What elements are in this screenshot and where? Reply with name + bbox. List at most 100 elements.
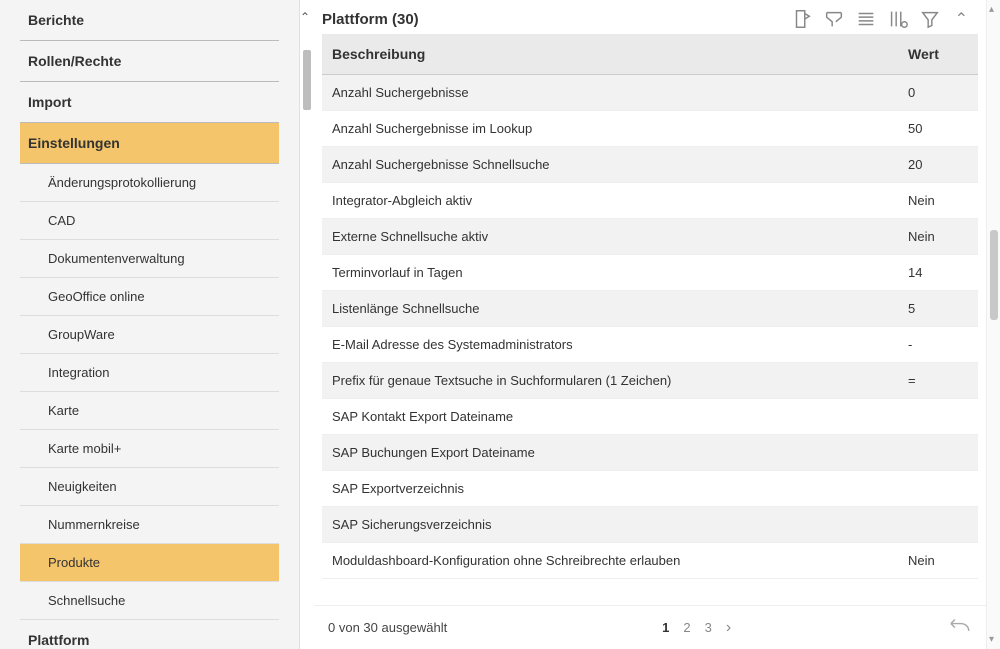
cell-value: Nein bbox=[898, 543, 978, 579]
nav-subitem[interactable]: GeoOffice online bbox=[20, 278, 279, 316]
cell-description: SAP Sicherungsverzeichnis bbox=[322, 507, 898, 543]
nav-subitem[interactable]: Produkte bbox=[20, 544, 279, 582]
funnel-icon[interactable] bbox=[919, 8, 941, 30]
table-row[interactable]: SAP Sicherungsverzeichnis bbox=[322, 507, 978, 543]
settings-table: Beschreibung Wert Anzahl Suchergebnisse0… bbox=[322, 34, 978, 579]
sidebar: Berichte Rollen/Rechte Import Einstellungen… bbox=[0, 0, 300, 649]
collapse-sidebar-icon[interactable]: ⌃ bbox=[300, 10, 310, 24]
nav-label: Schnellsuche bbox=[48, 593, 125, 608]
nav-item[interactable]: Berichte bbox=[20, 0, 279, 41]
nav-item[interactable]: Einstellungen bbox=[20, 123, 279, 164]
cell-value bbox=[898, 471, 978, 507]
cell-description: Listenlänge Schnellsuche bbox=[322, 291, 898, 327]
selection-status: 0 von 30 ausgewählt bbox=[328, 620, 447, 635]
cell-description: SAP Kontakt Export Dateiname bbox=[322, 399, 898, 435]
collapse-panel-icon[interactable]: ⌃ bbox=[949, 9, 974, 29]
table-row[interactable]: Integrator-Abgleich aktivNein bbox=[322, 183, 978, 219]
nav-label: Import bbox=[28, 94, 72, 110]
nav-item[interactable]: Rollen/Rechte bbox=[20, 41, 279, 82]
cell-value: 20 bbox=[898, 147, 978, 183]
pane-divider[interactable]: ⌃ bbox=[300, 0, 314, 649]
cell-description: Anzahl Suchergebnisse im Lookup bbox=[322, 111, 898, 147]
table-row[interactable]: SAP Exportverzeichnis bbox=[322, 471, 978, 507]
cell-value: 50 bbox=[898, 111, 978, 147]
nav-label: Rollen/Rechte bbox=[28, 53, 121, 69]
nav-label: Plattform bbox=[28, 632, 89, 648]
nav-label: Karte bbox=[48, 403, 79, 418]
filter-columns-icon[interactable] bbox=[823, 8, 845, 30]
cell-value bbox=[898, 507, 978, 543]
nav-subitem[interactable]: Integration bbox=[20, 354, 279, 392]
undo-icon bbox=[946, 616, 972, 636]
cell-value: Nein bbox=[898, 183, 978, 219]
table-row[interactable]: Anzahl Suchergebnisse im Lookup50 bbox=[322, 111, 978, 147]
column-header-description[interactable]: Beschreibung bbox=[322, 34, 898, 75]
nav-label: Einstellungen bbox=[28, 135, 120, 151]
pager-page[interactable]: 1 bbox=[662, 620, 669, 635]
columns-settings-icon[interactable] bbox=[887, 8, 909, 30]
nav-label: Nummernkreise bbox=[48, 517, 140, 532]
scroll-thumb[interactable] bbox=[990, 230, 998, 320]
nav-item[interactable]: Plattform bbox=[20, 620, 279, 649]
settings-table-wrap: Beschreibung Wert Anzahl Suchergebnisse0… bbox=[322, 34, 978, 605]
cell-value: 14 bbox=[898, 255, 978, 291]
cell-description: Terminvorlauf in Tagen bbox=[322, 255, 898, 291]
table-row[interactable]: Externe Schnellsuche aktivNein bbox=[322, 219, 978, 255]
nav-label: Berichte bbox=[28, 12, 84, 28]
nav-subitem[interactable]: Karte mobil+ bbox=[20, 430, 279, 468]
nav-subitem[interactable]: Karte bbox=[20, 392, 279, 430]
cell-value: 5 bbox=[898, 291, 978, 327]
nav-subitem[interactable]: GroupWare bbox=[20, 316, 279, 354]
edit-icon[interactable] bbox=[791, 8, 813, 30]
table-row[interactable]: Moduldashboard-Konfiguration ohne Schrei… bbox=[322, 543, 978, 579]
right-scrollbar[interactable]: ▴ ▾ bbox=[986, 0, 1000, 649]
nav-label: GeoOffice online bbox=[48, 289, 145, 304]
nav-label: Änderungsprotokollierung bbox=[48, 175, 196, 190]
nav-label: Karte mobil+ bbox=[48, 441, 121, 456]
nav-label: Produkte bbox=[48, 555, 100, 570]
nav-label: CAD bbox=[48, 213, 75, 228]
divider-grip[interactable] bbox=[303, 50, 311, 110]
list-icon[interactable] bbox=[855, 8, 877, 30]
cell-value bbox=[898, 435, 978, 471]
scroll-up-icon[interactable]: ▴ bbox=[989, 4, 994, 15]
nav-subitem[interactable]: Schnellsuche bbox=[20, 582, 279, 620]
table-row[interactable]: Prefix für genaue Textsuche in Suchformu… bbox=[322, 363, 978, 399]
table-row[interactable]: SAP Kontakt Export Dateiname bbox=[322, 399, 978, 435]
nav-subitem[interactable]: Dokumentenverwaltung bbox=[20, 240, 279, 278]
cell-value: Nein bbox=[898, 219, 978, 255]
table-row[interactable]: Listenlänge Schnellsuche5 bbox=[322, 291, 978, 327]
table-row[interactable]: SAP Buchungen Export Dateiname bbox=[322, 435, 978, 471]
nav-label: Neuigkeiten bbox=[48, 479, 117, 494]
cell-value bbox=[898, 399, 978, 435]
panel-toolbar bbox=[791, 8, 941, 30]
cell-value: = bbox=[898, 363, 978, 399]
scroll-down-icon[interactable]: ▾ bbox=[989, 634, 994, 645]
cell-description: E-Mail Adresse des Systemadministrators bbox=[322, 327, 898, 363]
nav-item[interactable]: Import bbox=[20, 82, 279, 123]
panel-title: Plattform (30) bbox=[322, 11, 783, 28]
table-row[interactable]: E-Mail Adresse des Systemadministrators- bbox=[322, 327, 978, 363]
nav-subitem[interactable]: Nummernkreise bbox=[20, 506, 279, 544]
nav-subitem[interactable]: Änderungsprotokollierung bbox=[20, 164, 279, 202]
undo-button[interactable] bbox=[946, 616, 972, 639]
cell-value: 0 bbox=[898, 75, 978, 111]
cell-description: Integrator-Abgleich aktiv bbox=[322, 183, 898, 219]
table-row[interactable]: Terminvorlauf in Tagen14 bbox=[322, 255, 978, 291]
pager-page[interactable]: 2 bbox=[683, 620, 690, 635]
pager-page[interactable]: 3 bbox=[705, 620, 712, 635]
nav-subitem[interactable]: CAD bbox=[20, 202, 279, 240]
table-row[interactable]: Anzahl Suchergebnisse0 bbox=[322, 75, 978, 111]
cell-description: Anzahl Suchergebnisse bbox=[322, 75, 898, 111]
pager-next-icon[interactable]: › bbox=[726, 619, 731, 637]
cell-value: - bbox=[898, 327, 978, 363]
column-header-value[interactable]: Wert bbox=[898, 34, 978, 75]
panel-header: Plattform (30) ⌃ bbox=[314, 0, 986, 34]
cell-description: Moduldashboard-Konfiguration ohne Schrei… bbox=[322, 543, 898, 579]
table-row[interactable]: Anzahl Suchergebnisse Schnellsuche20 bbox=[322, 147, 978, 183]
panel-footer: 0 von 30 ausgewählt 123 › bbox=[314, 605, 986, 649]
pager: 123 › bbox=[662, 619, 731, 637]
cell-description: SAP Exportverzeichnis bbox=[322, 471, 898, 507]
main-panel: Plattform (30) ⌃ Beschreibung Wert Anzah… bbox=[314, 0, 986, 649]
nav-subitem[interactable]: Neuigkeiten bbox=[20, 468, 279, 506]
